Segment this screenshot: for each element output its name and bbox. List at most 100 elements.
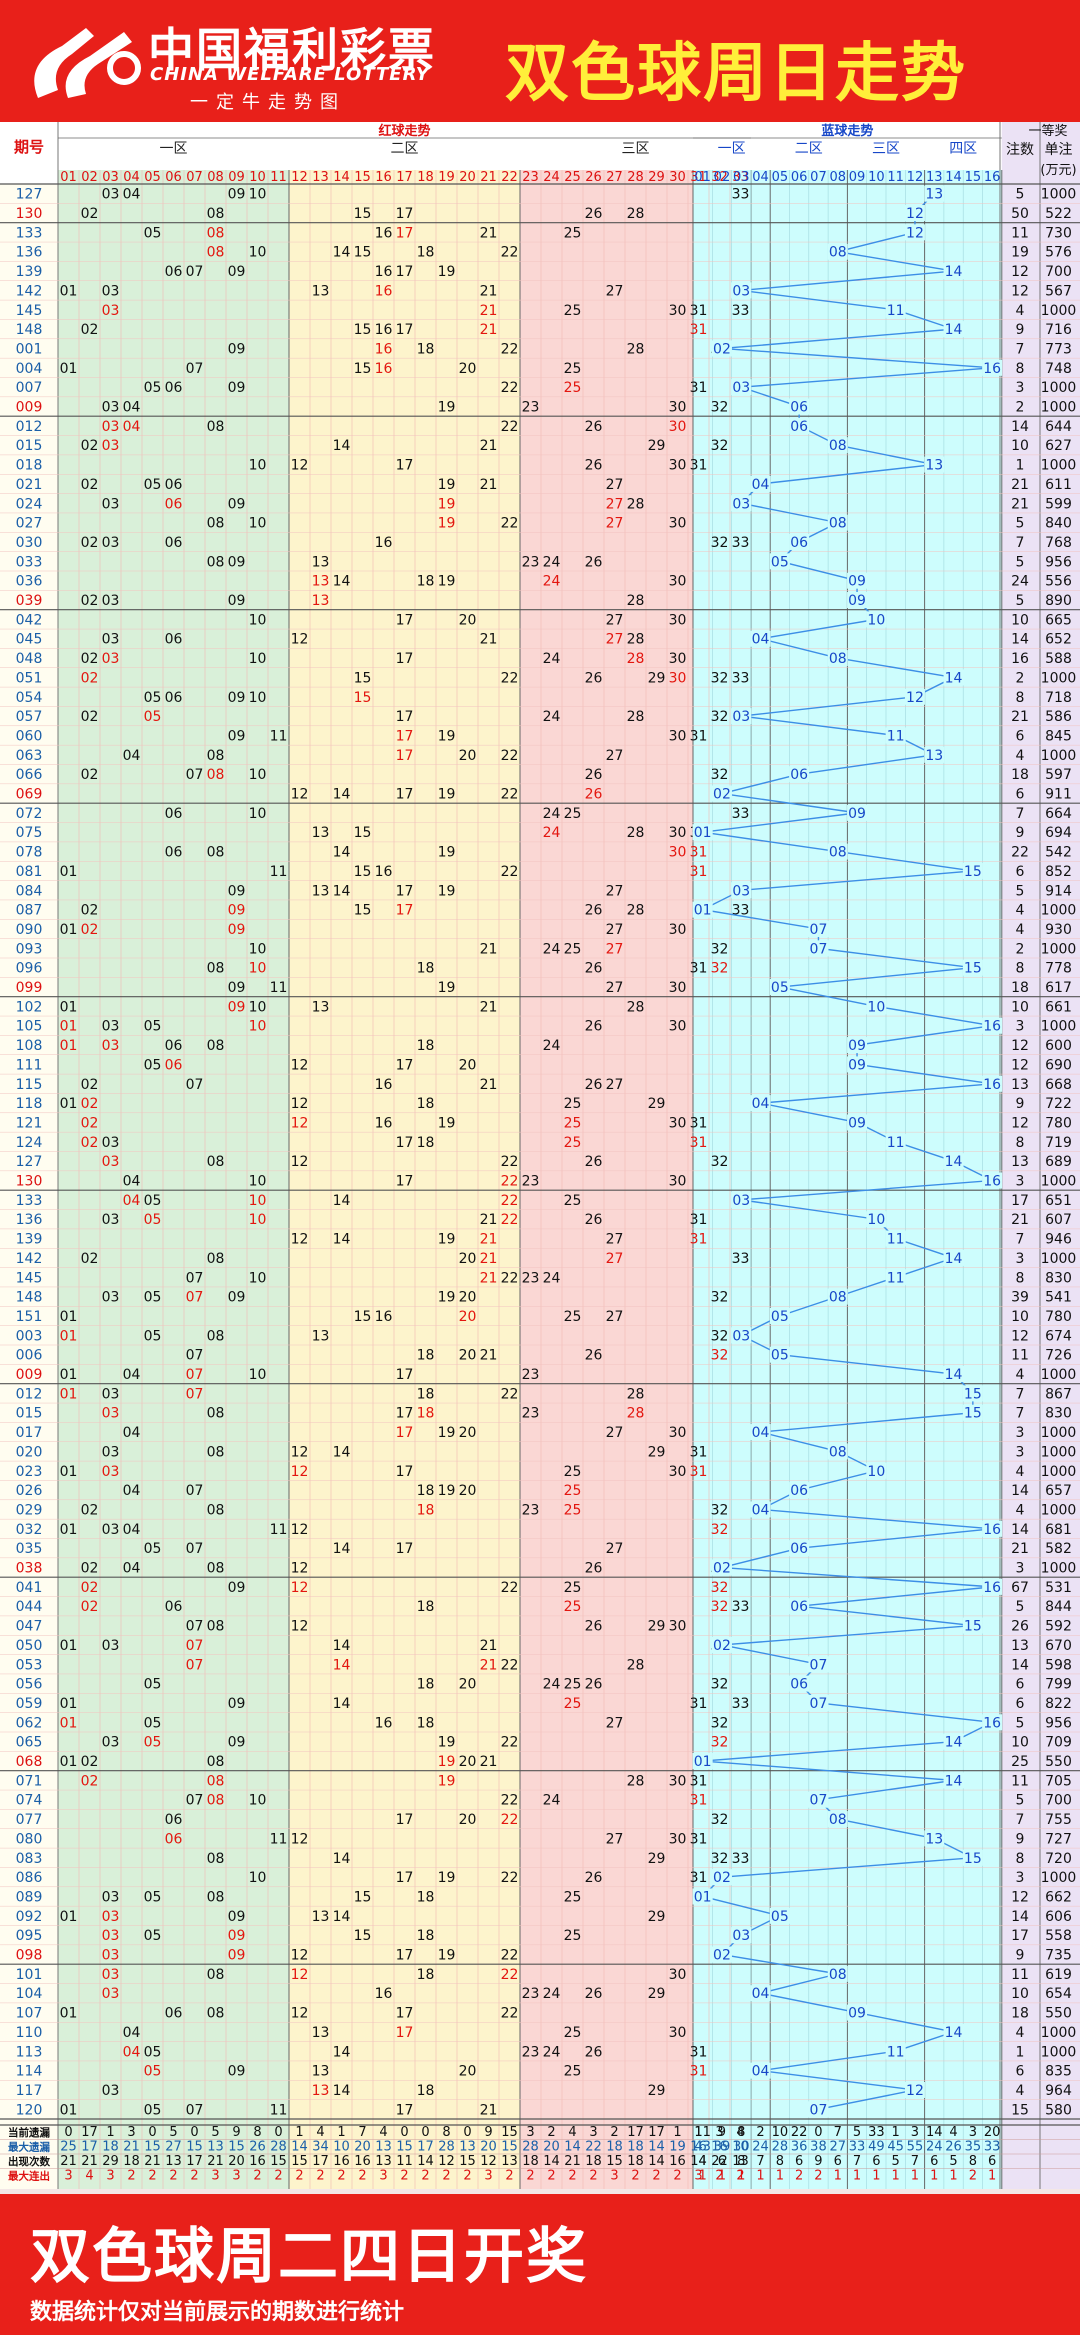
stat-red-value: 21 bbox=[81, 2154, 98, 2169]
blue-ball-bg bbox=[808, 920, 829, 937]
red-ball-mark: 22 bbox=[501, 787, 519, 803]
blue-ball-bg bbox=[789, 1675, 810, 1692]
stat-blue-value: 1 bbox=[699, 2169, 707, 2184]
red-ball-mark: 22 bbox=[501, 1812, 519, 1828]
blue-ball-mark: 16 bbox=[983, 361, 1001, 377]
red-ball-mark: 30 bbox=[669, 670, 687, 686]
red-ball-mark: 04 bbox=[123, 748, 141, 764]
blue-ball-bg bbox=[847, 1056, 868, 1073]
period-cell: 007 bbox=[16, 380, 43, 396]
period-cell: 086 bbox=[16, 1870, 43, 1886]
red-ball-mark: 26 bbox=[585, 419, 603, 435]
red-ball-mark: 22 bbox=[501, 1870, 519, 1886]
stat-red-value: 3 bbox=[526, 2125, 534, 2140]
prize-amount-cell: 1000 bbox=[1041, 2025, 1077, 2041]
red-ball-mark: 27 bbox=[606, 748, 624, 764]
period-cell: 017 bbox=[16, 1425, 43, 1441]
stat-red-value: 28 bbox=[270, 2140, 287, 2155]
stat-red-value: 18 bbox=[102, 2140, 119, 2155]
blue-ball-bg bbox=[847, 804, 868, 821]
red-ball-mark: 19 bbox=[438, 1870, 456, 1886]
red-ball-mark: 13 bbox=[312, 2064, 330, 2080]
red-ball-mark: 17 bbox=[396, 651, 414, 667]
red-ball-mark: 15 bbox=[354, 903, 372, 919]
period-cell: 041 bbox=[16, 1580, 43, 1596]
red-zone1-bg bbox=[58, 170, 289, 2189]
red-ball-header: 33 bbox=[732, 170, 749, 185]
red-ball-mark: 10 bbox=[249, 245, 267, 261]
red-ball-mark: 30 bbox=[669, 1619, 687, 1635]
stat-red-value: 2 bbox=[547, 2125, 555, 2140]
red-ball-header: 16 bbox=[375, 170, 392, 185]
red-ball-mark: 21 bbox=[480, 1251, 498, 1267]
prize-amount-cell: 668 bbox=[1045, 1077, 1072, 1093]
blue-ball-mark: 02 bbox=[713, 1870, 731, 1886]
blue-ball-mark: 06 bbox=[790, 1677, 808, 1693]
stat-label: 出现次数 bbox=[8, 2155, 50, 2168]
stat-label: 最大遗漏 bbox=[8, 2141, 50, 2154]
blue-ball-header: 08 bbox=[829, 170, 846, 185]
red-ball-mark: 22 bbox=[501, 1212, 519, 1228]
period-cell: 118 bbox=[16, 1096, 43, 1112]
prize-amount-cell: 1000 bbox=[1041, 903, 1077, 919]
red-ball-mark: 05 bbox=[144, 2064, 162, 2080]
blue-ball-bg bbox=[769, 979, 790, 996]
red-ball-mark: 17 bbox=[396, 709, 414, 725]
blue-ball-mark: 08 bbox=[829, 245, 847, 261]
red-ball-mark: 04 bbox=[123, 400, 141, 416]
blue-ball-bg bbox=[789, 533, 810, 550]
prize-count-cell: 14 bbox=[1011, 1522, 1029, 1538]
period-cell: 032 bbox=[16, 1522, 43, 1538]
red-ball-mark: 30 bbox=[669, 1967, 687, 1983]
red-ball-mark: 08 bbox=[207, 1851, 225, 1867]
red-ball-mark: 08 bbox=[207, 748, 225, 764]
red-ball-mark: 26 bbox=[585, 1348, 603, 1364]
red-ball-mark: 16 bbox=[375, 1715, 393, 1731]
header-banner: 中国福利彩票 CHINA WELFARE LOTTERY 一定牛走势图 双色球周… bbox=[0, 0, 1080, 122]
red-ball-header: 18 bbox=[417, 170, 434, 185]
blue-ball-bg bbox=[885, 727, 906, 744]
red-ball-mark: 31 bbox=[690, 1773, 708, 1789]
red-ball-mark: 03 bbox=[102, 1928, 120, 1944]
red-ball-mark: 33 bbox=[732, 1851, 750, 1867]
prize-count-cell: 3 bbox=[1016, 1019, 1025, 1035]
stat-blue-value: 1 bbox=[930, 2169, 938, 2184]
blue-ball-mark: 04 bbox=[752, 1502, 770, 1518]
blue-ball-mark: 10 bbox=[867, 1212, 885, 1228]
red-ball-mark: 19 bbox=[438, 1425, 456, 1441]
red-ball-mark: 09 bbox=[228, 980, 246, 996]
red-ball-mark: 05 bbox=[144, 1057, 162, 1073]
red-ball-mark: 13 bbox=[312, 574, 330, 590]
red-ball-header: 13 bbox=[312, 170, 329, 185]
brand-english: CHINA WELFARE LOTTERY bbox=[150, 64, 430, 85]
red-ball-mark: 26 bbox=[585, 1870, 603, 1886]
red-ball-mark: 17 bbox=[396, 1948, 414, 1964]
stat-red-value: 17 bbox=[186, 2154, 203, 2169]
stat-red-value: 17 bbox=[627, 2125, 644, 2140]
red-ball-mark: 18 bbox=[417, 1715, 435, 1731]
red-ball-mark: 20 bbox=[459, 1425, 477, 1441]
stat-red-value: 17 bbox=[81, 2125, 98, 2140]
prize-count-cell: 2 bbox=[1016, 400, 1025, 416]
red-ball-mark: 17 bbox=[396, 728, 414, 744]
blue-ball-bg bbox=[924, 1830, 945, 1847]
stat-blue-value: 1 bbox=[892, 2125, 900, 2140]
stat-red-value: 1 bbox=[694, 2125, 702, 2140]
period-cell: 001 bbox=[16, 341, 43, 357]
blue-ball-bg bbox=[692, 824, 713, 841]
stat-red-value: 15 bbox=[228, 2140, 245, 2155]
stats-note: 数据统计仅对当前展示的期数进行统计 bbox=[30, 2300, 405, 2325]
red-ball-mark: 21 bbox=[480, 2102, 498, 2118]
red-ball-mark: 09 bbox=[228, 903, 246, 919]
red-ball-mark: 08 bbox=[207, 1251, 225, 1267]
blue-ball-mark: 03 bbox=[732, 283, 750, 299]
period-cell: 114 bbox=[16, 2064, 43, 2080]
stat-blue-value: 27 bbox=[829, 2140, 846, 2155]
red-ball-mark: 03 bbox=[102, 1986, 120, 2002]
stat-red-value: 11 bbox=[396, 2154, 413, 2169]
stat-red-value: 3 bbox=[589, 2125, 597, 2140]
red-ball-mark: 26 bbox=[585, 1986, 603, 2002]
period-cell: 133 bbox=[16, 225, 43, 241]
blue-ball-mark: 16 bbox=[983, 1019, 1001, 1035]
red-ball-mark: 19 bbox=[438, 1232, 456, 1248]
